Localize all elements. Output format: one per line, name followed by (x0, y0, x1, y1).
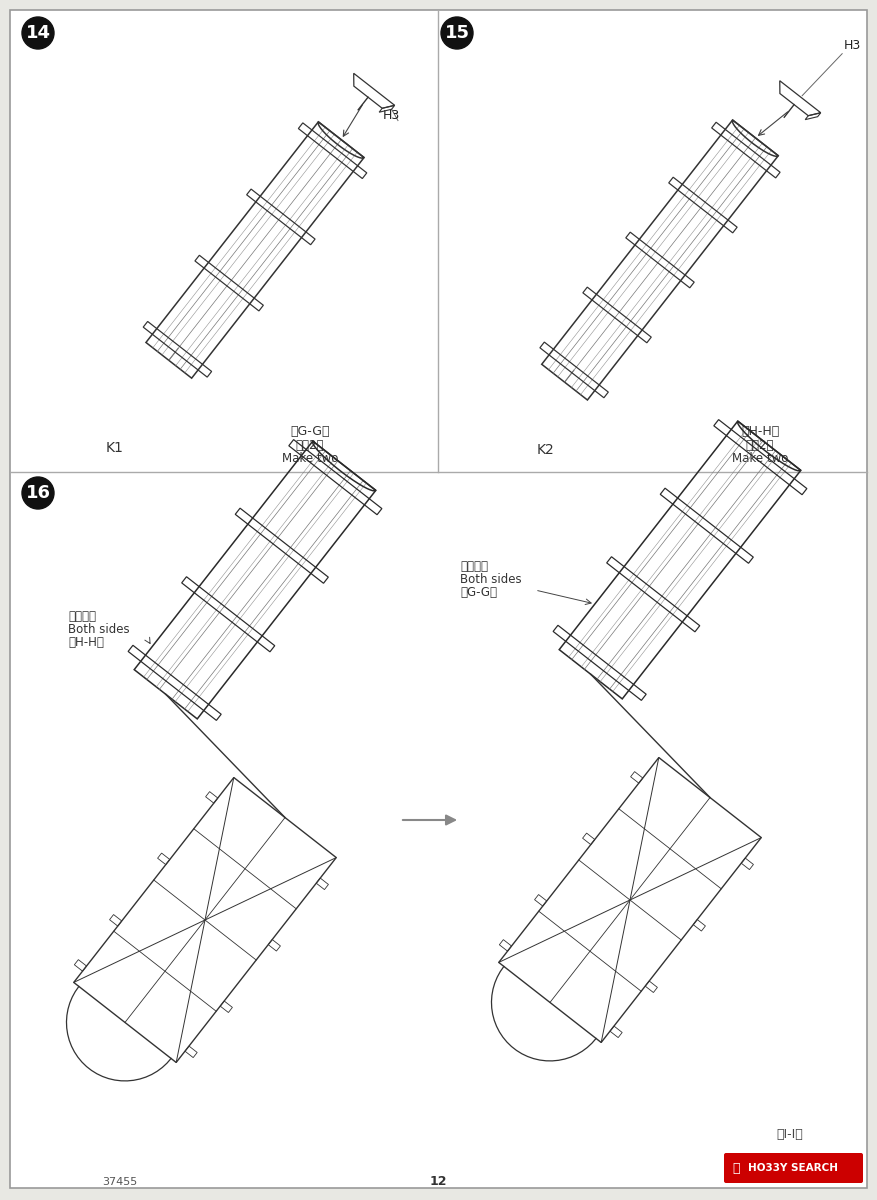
Circle shape (22, 476, 54, 509)
Text: Make two: Make two (731, 452, 788, 464)
Text: 制作2組: 制作2組 (296, 439, 324, 452)
Text: Make two: Make two (282, 452, 339, 464)
Text: H3: H3 (844, 40, 861, 52)
Text: 37455: 37455 (103, 1177, 138, 1187)
Text: K1: K1 (106, 440, 124, 455)
Text: H3: H3 (383, 109, 400, 122)
Text: 《I-I》: 《I-I》 (777, 1128, 803, 1141)
Text: 《H-H》: 《H-H》 (741, 425, 779, 438)
Text: 《G-G》: 《G-G》 (290, 425, 330, 438)
Text: 15: 15 (445, 24, 469, 42)
Text: 《H-H》: 《H-H》 (68, 636, 103, 649)
Text: 《G-G》: 《G-G》 (460, 586, 497, 599)
Circle shape (441, 17, 473, 49)
Text: 12: 12 (429, 1175, 446, 1188)
Text: 対側相同: 対側相同 (460, 560, 488, 572)
Text: ⓘ: ⓘ (732, 1162, 740, 1175)
Text: 対側相同: 対側相同 (68, 610, 96, 623)
Text: 制作2組: 制作2組 (745, 439, 774, 452)
Text: HO33Y SEARCH: HO33Y SEARCH (748, 1163, 838, 1174)
Circle shape (22, 17, 54, 49)
Text: Both sides: Both sides (460, 572, 522, 586)
Text: K2: K2 (536, 443, 554, 457)
Text: 14: 14 (25, 24, 51, 42)
FancyBboxPatch shape (724, 1153, 863, 1183)
Text: Both sides: Both sides (68, 623, 130, 636)
Text: 16: 16 (25, 484, 51, 502)
